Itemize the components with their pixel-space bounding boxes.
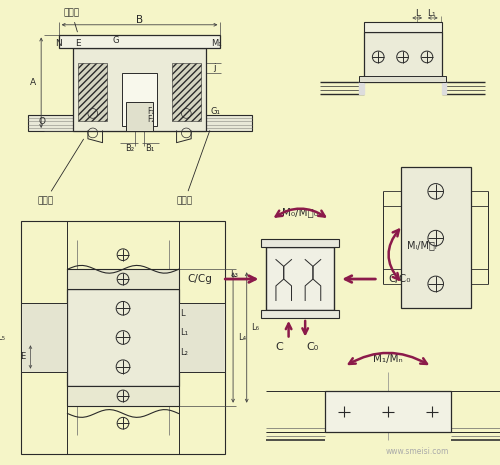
Bar [358, 76, 446, 82]
Bar [58, 34, 220, 48]
Text: L₂: L₂ [180, 348, 188, 357]
Text: L₁: L₁ [428, 8, 436, 18]
Bar [126, 102, 153, 131]
Text: 标记面: 标记面 [176, 131, 210, 205]
Bar [178, 303, 226, 372]
Bar [20, 303, 68, 372]
Text: M₁: M₁ [210, 39, 222, 48]
Bar [400, 167, 471, 308]
Text: F₂: F₂ [148, 115, 155, 124]
Text: L: L [414, 8, 420, 18]
Text: 定位面: 定位面 [38, 139, 84, 205]
Bar [68, 386, 178, 405]
Text: M₁/Mₙ: M₁/Mₙ [373, 354, 403, 364]
Text: N: N [56, 39, 62, 48]
Text: E: E [76, 39, 81, 48]
Bar [68, 289, 178, 386]
Bar [324, 391, 452, 432]
Text: L₁: L₁ [180, 328, 188, 337]
Bar [262, 239, 340, 247]
Bar [364, 32, 442, 82]
Bar [78, 63, 108, 121]
Text: B₁: B₁ [144, 144, 154, 153]
Text: G₁: G₁ [210, 107, 220, 116]
Bar [122, 73, 157, 126]
Text: Mₗ/M꜀ₗ: Mₗ/M꜀ₗ [408, 240, 437, 250]
Text: O: O [38, 117, 46, 126]
Text: B: B [136, 15, 143, 25]
Text: C₀: C₀ [307, 342, 319, 352]
Text: F₁: F₁ [148, 107, 154, 116]
Text: C/Cg: C/Cg [188, 274, 212, 284]
Text: L: L [180, 309, 185, 318]
Text: C/C₀: C/C₀ [388, 274, 410, 284]
Text: M₀/M꜀₀: M₀/M꜀₀ [282, 207, 318, 217]
Text: A: A [30, 78, 36, 87]
Text: C: C [275, 342, 282, 352]
Text: j: j [214, 63, 216, 72]
Bar [74, 48, 206, 131]
Text: B₂: B₂ [125, 144, 134, 153]
Bar [20, 220, 226, 454]
Bar [68, 269, 178, 289]
Text: L₆: L₆ [252, 323, 260, 332]
Bar [172, 63, 201, 121]
Bar [28, 115, 252, 131]
Bar [266, 247, 334, 310]
Text: 定位面: 定位面 [64, 8, 80, 32]
Polygon shape [442, 82, 446, 94]
Text: L₄: L₄ [238, 333, 246, 342]
Text: G: G [112, 36, 119, 45]
Text: www.smeisi.com: www.smeisi.com [386, 447, 449, 456]
Bar [262, 310, 340, 318]
Text: E: E [20, 352, 25, 361]
Text: L₃: L₃ [230, 270, 238, 279]
Bar [364, 22, 442, 32]
Polygon shape [358, 82, 364, 94]
Text: L₅: L₅ [0, 333, 5, 342]
